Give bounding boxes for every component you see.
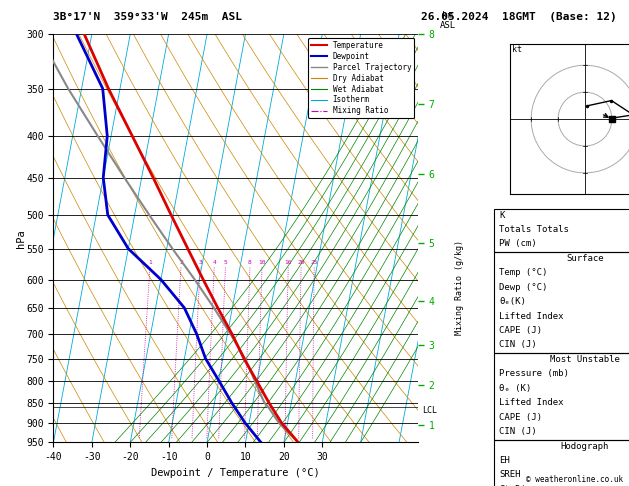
Text: CIN (J): CIN (J) bbox=[499, 341, 537, 349]
X-axis label: Dewpoint / Temperature (°C): Dewpoint / Temperature (°C) bbox=[152, 468, 320, 478]
Legend: Temperature, Dewpoint, Parcel Trajectory, Dry Adiabat, Wet Adiabat, Isotherm, Mi: Temperature, Dewpoint, Parcel Trajectory… bbox=[308, 38, 415, 119]
Text: Lifted Index: Lifted Index bbox=[499, 398, 564, 407]
Text: PW (cm): PW (cm) bbox=[499, 240, 537, 248]
Text: 8: 8 bbox=[248, 260, 252, 265]
Text: K: K bbox=[499, 210, 504, 220]
Text: © weatheronline.co.uk: © weatheronline.co.uk bbox=[526, 474, 623, 484]
Text: θₑ(K): θₑ(K) bbox=[499, 297, 526, 306]
Text: Surface: Surface bbox=[566, 254, 604, 263]
Text: Mixing Ratio (g/kg): Mixing Ratio (g/kg) bbox=[455, 240, 464, 335]
Bar bbox=[494, 353, 629, 440]
Text: 4: 4 bbox=[213, 260, 216, 265]
Bar bbox=[494, 209, 629, 252]
Bar bbox=[494, 252, 629, 353]
Text: Totals Totals: Totals Totals bbox=[499, 225, 569, 234]
Text: Dewp (°C): Dewp (°C) bbox=[499, 283, 548, 292]
Text: Temp (°C): Temp (°C) bbox=[499, 268, 548, 278]
Text: 26.05.2024  18GMT  (Base: 12): 26.05.2024 18GMT (Base: 12) bbox=[421, 12, 617, 22]
Text: 3B°17'N  359°33'W  245m  ASL: 3B°17'N 359°33'W 245m ASL bbox=[53, 12, 242, 22]
Text: kt: kt bbox=[513, 45, 522, 54]
Text: 10: 10 bbox=[259, 260, 265, 265]
Y-axis label: hPa: hPa bbox=[16, 229, 26, 247]
Text: 16: 16 bbox=[284, 260, 292, 265]
Text: Pressure (mb): Pressure (mb) bbox=[499, 369, 569, 379]
Text: 3: 3 bbox=[198, 260, 202, 265]
Text: LCL: LCL bbox=[422, 406, 437, 415]
Text: EH: EH bbox=[499, 456, 510, 465]
Text: 25: 25 bbox=[311, 260, 318, 265]
Text: CAPE (J): CAPE (J) bbox=[499, 326, 542, 335]
Text: 2: 2 bbox=[179, 260, 183, 265]
Text: CIN (J): CIN (J) bbox=[499, 427, 537, 436]
Text: 1: 1 bbox=[148, 260, 152, 265]
Text: Hodograph: Hodograph bbox=[561, 442, 609, 451]
Text: Most Unstable: Most Unstable bbox=[550, 355, 620, 364]
Text: 20: 20 bbox=[298, 260, 305, 265]
Text: StmDir: StmDir bbox=[499, 485, 532, 486]
Text: θₑ (K): θₑ (K) bbox=[499, 384, 532, 393]
Text: SREH: SREH bbox=[499, 470, 521, 479]
Bar bbox=[494, 440, 629, 486]
Text: CAPE (J): CAPE (J) bbox=[499, 413, 542, 422]
Text: 5: 5 bbox=[223, 260, 227, 265]
Text: Lifted Index: Lifted Index bbox=[499, 312, 564, 321]
Y-axis label: km
ASL: km ASL bbox=[440, 11, 455, 30]
